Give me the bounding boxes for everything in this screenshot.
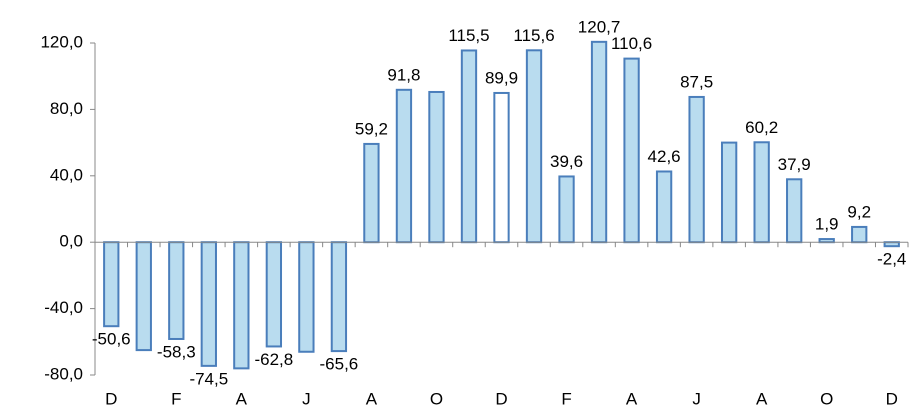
- bar: [265, 241, 283, 348]
- y-tick-label: 120,0: [40, 32, 83, 51]
- value-label: 60,2: [745, 118, 778, 137]
- value-label: 87,5: [680, 72, 713, 91]
- value-label: 115,5: [448, 26, 489, 45]
- x-tick-label: D: [495, 389, 507, 408]
- value-label: 9,2: [847, 202, 871, 221]
- bar: [525, 49, 543, 244]
- bar: [688, 95, 705, 244]
- value-label: 37,9: [778, 155, 811, 174]
- bar: [753, 141, 770, 244]
- value-label: -58,3: [157, 342, 196, 361]
- y-tick-label: -40,0: [44, 298, 83, 317]
- x-tick-label: A: [236, 389, 248, 408]
- x-tick-label: O: [430, 389, 443, 408]
- bar: [655, 170, 673, 244]
- x-tick-label: A: [626, 389, 638, 408]
- bar: [200, 241, 217, 367]
- bar: [590, 40, 608, 244]
- bar: [460, 49, 478, 244]
- value-label: 89,9: [485, 68, 518, 87]
- bar: [720, 141, 738, 244]
- bar: [363, 142, 380, 244]
- bar: [135, 241, 152, 352]
- value-label: 91,8: [387, 65, 420, 84]
- bar: [493, 91, 510, 244]
- bar: [233, 241, 250, 370]
- value-label: 59,2: [355, 119, 388, 138]
- value-label: -74,5: [189, 369, 228, 388]
- value-label: 115,6: [513, 26, 554, 45]
- x-tick-label: F: [561, 389, 571, 408]
- value-label: 1,9: [815, 215, 839, 234]
- x-tick-label: O: [820, 389, 833, 408]
- bar: [786, 178, 803, 244]
- bar: [428, 90, 445, 244]
- bar: [623, 57, 640, 244]
- bar: [851, 225, 868, 244]
- value-label: -50,6: [92, 330, 131, 349]
- bar: [168, 241, 185, 340]
- x-tick-label: A: [756, 389, 768, 408]
- x-tick-label: D: [105, 389, 117, 408]
- y-tick-label: 80,0: [50, 99, 83, 118]
- y-tick-label: -80,0: [44, 364, 83, 383]
- value-label: -2,4: [877, 250, 906, 269]
- x-tick-label: J: [302, 389, 311, 408]
- bar: [883, 241, 900, 248]
- value-label: 120,7: [578, 17, 621, 36]
- value-label: 39,6: [550, 152, 583, 171]
- bar: [103, 241, 120, 328]
- y-tick-label: 40,0: [50, 165, 83, 184]
- x-tick-label: D: [886, 389, 898, 408]
- value-label: 110,6: [611, 34, 652, 53]
- value-label: -62,8: [254, 350, 293, 369]
- x-tick-label: A: [366, 389, 378, 408]
- value-label: 42,6: [648, 147, 681, 166]
- bar: [330, 241, 348, 353]
- y-tick-label: 0,0: [59, 232, 83, 251]
- x-tick-label: F: [171, 389, 181, 408]
- value-label: -65,6: [320, 355, 359, 374]
- x-tick-label: J: [692, 389, 701, 408]
- bar: [395, 88, 413, 244]
- bar: [298, 241, 315, 353]
- bar: [558, 175, 575, 244]
